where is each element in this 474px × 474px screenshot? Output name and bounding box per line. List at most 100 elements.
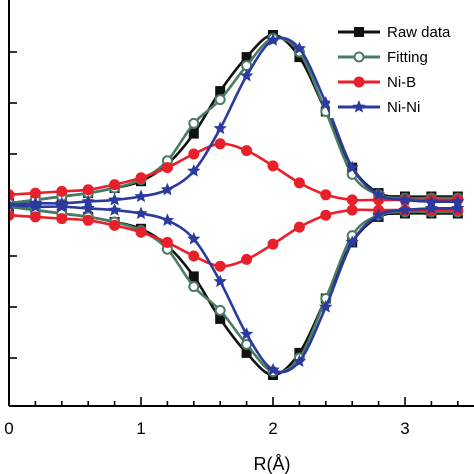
- data-point-star: [160, 213, 175, 226]
- data-point-circle: [161, 236, 173, 248]
- data-point-star: [398, 203, 412, 216]
- series-line-lower: [9, 203, 458, 374]
- legend: Raw data Fitting Ni-B Ni-Ni: [330, 18, 474, 118]
- axes: [8, 0, 474, 407]
- data-point-star: [352, 100, 366, 113]
- data-point-star: [292, 354, 307, 368]
- data-point-square: [188, 271, 199, 282]
- data-point-star: [81, 194, 95, 208]
- data-point-circle: [241, 253, 253, 265]
- legend-label: Ni-B: [387, 74, 416, 91]
- data-point-star: [451, 194, 465, 208]
- data-point-star: [371, 187, 386, 201]
- series-ni-b: [9, 138, 464, 272]
- data-point-star: [213, 121, 227, 135]
- data-point-star: [107, 203, 122, 216]
- data-point-star: [239, 68, 254, 82]
- data-point-circle: [29, 211, 41, 223]
- data-point-star: [55, 199, 69, 213]
- series-line-upper: [9, 142, 458, 202]
- tick-labels: 0 1 2 3: [4, 419, 409, 438]
- data-point-square: [215, 86, 226, 97]
- data-point-star: [9, 198, 16, 211]
- data-point-star: [292, 41, 307, 55]
- data-point-circle: [82, 214, 94, 226]
- data-point-open-circle: [188, 117, 200, 129]
- legend-item: Raw data: [338, 24, 451, 41]
- series-line-lower: [9, 205, 458, 374]
- x-tick-label: 2: [268, 419, 277, 438]
- data-point-circle: [56, 213, 68, 225]
- data-point-circle: [267, 160, 279, 172]
- data-point-open-circle: [214, 94, 226, 106]
- legend-item: Ni-Ni: [338, 99, 420, 116]
- data-point-circle: [214, 138, 226, 150]
- data-point-star: [451, 201, 465, 215]
- data-point-star: [424, 201, 439, 215]
- x-tick-label: 1: [136, 419, 145, 438]
- data-point-star: [319, 96, 333, 109]
- series-ni-ni: [9, 33, 465, 376]
- data-point-circle: [109, 179, 121, 191]
- data-point-circle: [346, 204, 358, 216]
- data-point-square: [241, 347, 252, 358]
- data-point-circle: [82, 184, 94, 196]
- data-point-open-circle: [188, 281, 200, 293]
- data-point-star: [345, 235, 359, 249]
- data-point-star: [28, 199, 43, 213]
- data-point-open-circle: [214, 304, 226, 316]
- data-point-star: [319, 300, 333, 313]
- legend-item: Fitting: [338, 49, 428, 66]
- series-line-lower: [9, 205, 458, 377]
- data-point-star: [239, 327, 254, 340]
- data-point-circle: [241, 145, 253, 157]
- data-point-circle: [9, 209, 15, 221]
- data-point-circle: [135, 172, 147, 184]
- series-line-lower: [9, 208, 458, 268]
- data-point-star: [187, 232, 201, 245]
- data-point-star: [424, 194, 439, 208]
- data-point-circle: [293, 221, 305, 233]
- data-point-open-circle: [241, 338, 253, 350]
- series-layer: [9, 30, 465, 380]
- data-point-circle: [267, 238, 279, 250]
- x-tick-label: 3: [400, 419, 409, 438]
- data-point-circle: [188, 250, 200, 262]
- data-point-star: [160, 182, 175, 196]
- data-point-circle: [188, 148, 200, 160]
- x-tick-label: 0: [4, 419, 13, 438]
- data-point-star: [213, 274, 227, 288]
- data-point-circle: [29, 187, 41, 199]
- legend-label: Fitting: [387, 49, 428, 66]
- data-point-circle: [293, 177, 305, 189]
- data-point-circle: [9, 189, 15, 201]
- data-point-star: [107, 192, 122, 206]
- data-point-circle: [353, 76, 365, 88]
- data-point-star: [345, 160, 359, 174]
- data-point-square: [215, 313, 226, 324]
- legend-item: Ni-B: [338, 74, 416, 91]
- data-point-circle: [109, 219, 121, 231]
- data-point-circle: [320, 189, 332, 201]
- data-point-star: [266, 33, 280, 46]
- data-point-square: [354, 27, 364, 37]
- data-point-open-circle: [353, 51, 365, 63]
- data-point-square: [241, 52, 252, 63]
- data-point-star: [81, 201, 95, 215]
- data-point-star: [134, 189, 148, 203]
- data-point-circle: [214, 260, 226, 272]
- data-point-star: [187, 164, 201, 177]
- x-axis-title: R(Å): [254, 454, 291, 474]
- data-point-circle: [135, 226, 147, 238]
- data-point-circle: [320, 209, 332, 221]
- data-point-circle: [161, 162, 173, 174]
- data-point-star: [371, 208, 386, 221]
- data-point-star: [266, 362, 280, 376]
- legend-label: Raw data: [387, 24, 451, 41]
- data-point-circle: [346, 194, 358, 206]
- data-point-star: [134, 206, 148, 220]
- data-point-square: [188, 128, 199, 139]
- data-point-circle: [56, 185, 68, 197]
- data-point-star: [398, 192, 412, 206]
